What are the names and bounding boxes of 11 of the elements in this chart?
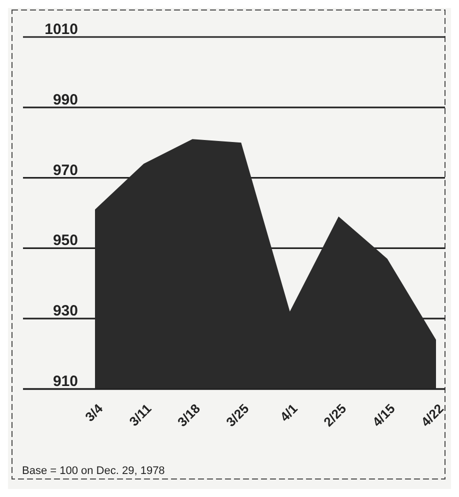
text: Base = 100 on Dec. 29, 1978 [22,465,165,477]
y-tick-label: 950 [52,232,78,250]
x-tick-label: 4/22 [418,400,447,430]
y-tick-label: 970 [52,162,78,179]
y-tick-label: 930 [52,302,78,320]
x-tick-label: 3/11 [126,400,154,429]
x-tick-label: 3/4 [82,400,106,424]
y-tick-label: 910 [52,373,78,390]
y-tick-label: 1010 [44,21,78,38]
x-tick-label: 4/1 [277,400,300,424]
y-tick-label: 990 [52,91,78,108]
